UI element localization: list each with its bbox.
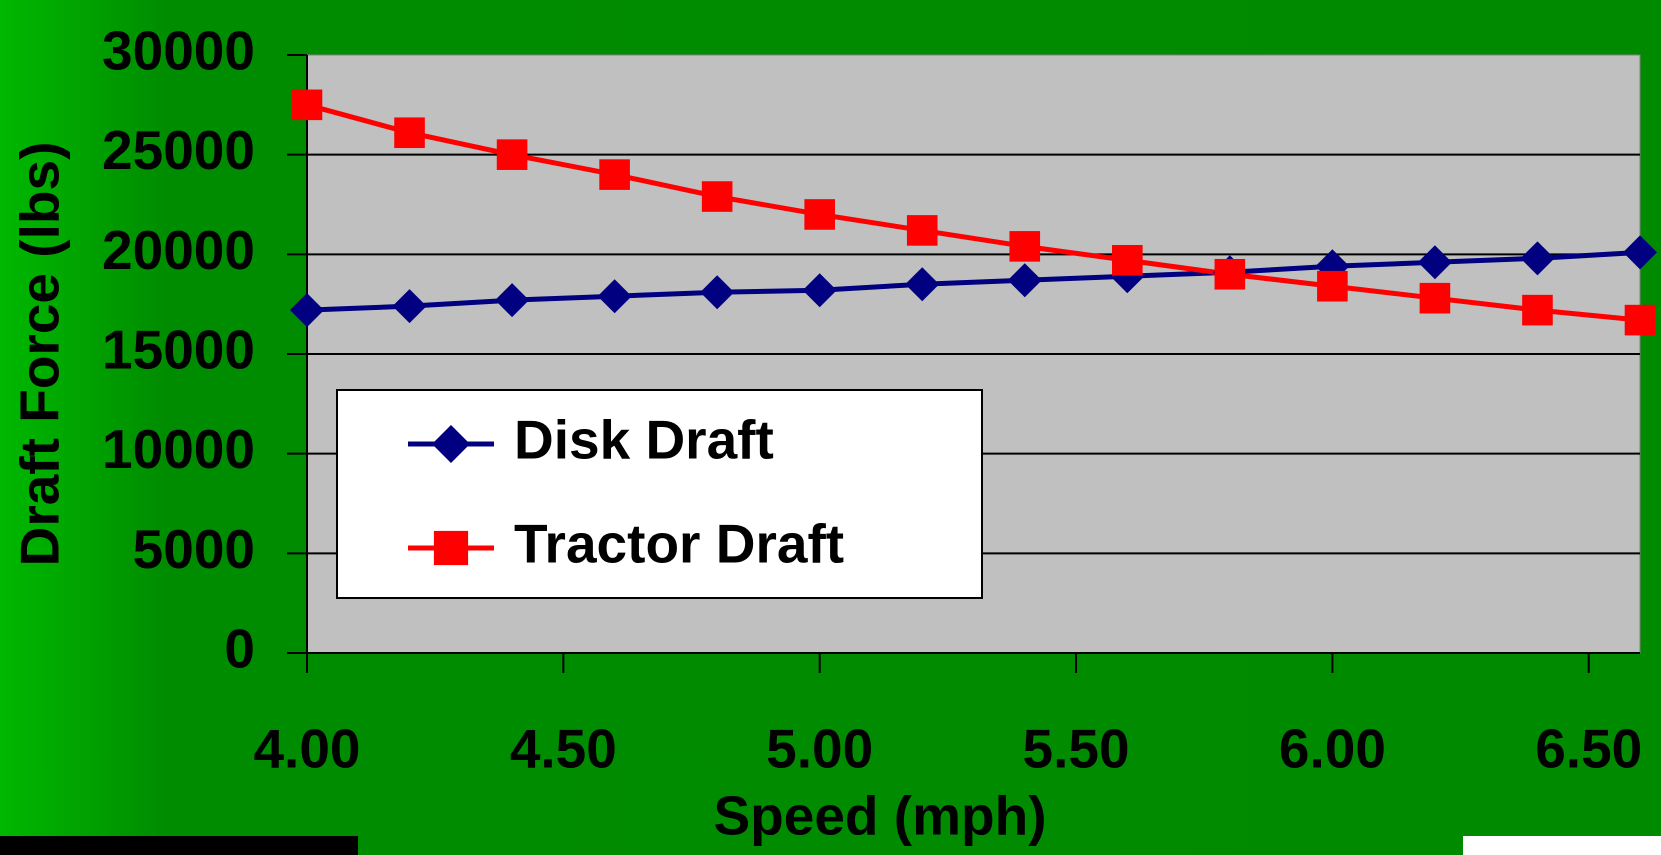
marker <box>702 181 733 212</box>
marker <box>599 159 630 190</box>
marker <box>394 117 425 148</box>
marker <box>1317 271 1348 302</box>
y-tick-label: 0 <box>224 618 255 680</box>
x-tick-label: 4.00 <box>253 718 360 780</box>
x-tick-label: 4.50 <box>510 718 617 780</box>
legend-label: Disk Draft <box>514 409 774 471</box>
marker <box>1625 305 1656 336</box>
legend: Disk Draft Tractor Draft <box>337 390 982 598</box>
y-axis-label: Draft Force (lbs) <box>9 142 71 567</box>
marker <box>1009 231 1040 262</box>
y-tick-label: 5000 <box>133 518 255 580</box>
marker <box>1420 283 1451 314</box>
page: {"chart_data": {"type": "line", "x_label… <box>0 0 1661 855</box>
marker <box>907 215 938 246</box>
marker <box>1112 245 1143 276</box>
y-tick-label: 15000 <box>102 319 255 381</box>
marker <box>497 139 528 170</box>
x-axis-label: Speed (mph) <box>713 785 1046 847</box>
chart: Speed (mph) Draft Force (lbs) 0 5000 10000… <box>0 0 1661 855</box>
y-tick-label: 25000 <box>102 119 255 181</box>
y-tick-label: 30000 <box>102 20 255 82</box>
marker <box>1522 295 1553 326</box>
marker <box>804 199 835 230</box>
x-tick-label: 5.00 <box>766 718 873 780</box>
x-tick-label: 5.50 <box>1023 718 1130 780</box>
x-tick-label: 6.50 <box>1535 718 1642 780</box>
logo-left <box>0 836 358 855</box>
y-tick-label: 10000 <box>102 418 255 480</box>
legend-marker <box>434 531 468 565</box>
marker <box>292 90 323 121</box>
marker <box>1215 259 1246 290</box>
logo-right <box>1463 836 1661 855</box>
x-tick-label: 6.00 <box>1279 718 1386 780</box>
legend-label: Tractor Draft <box>514 513 844 575</box>
y-tick-label: 20000 <box>102 219 255 281</box>
